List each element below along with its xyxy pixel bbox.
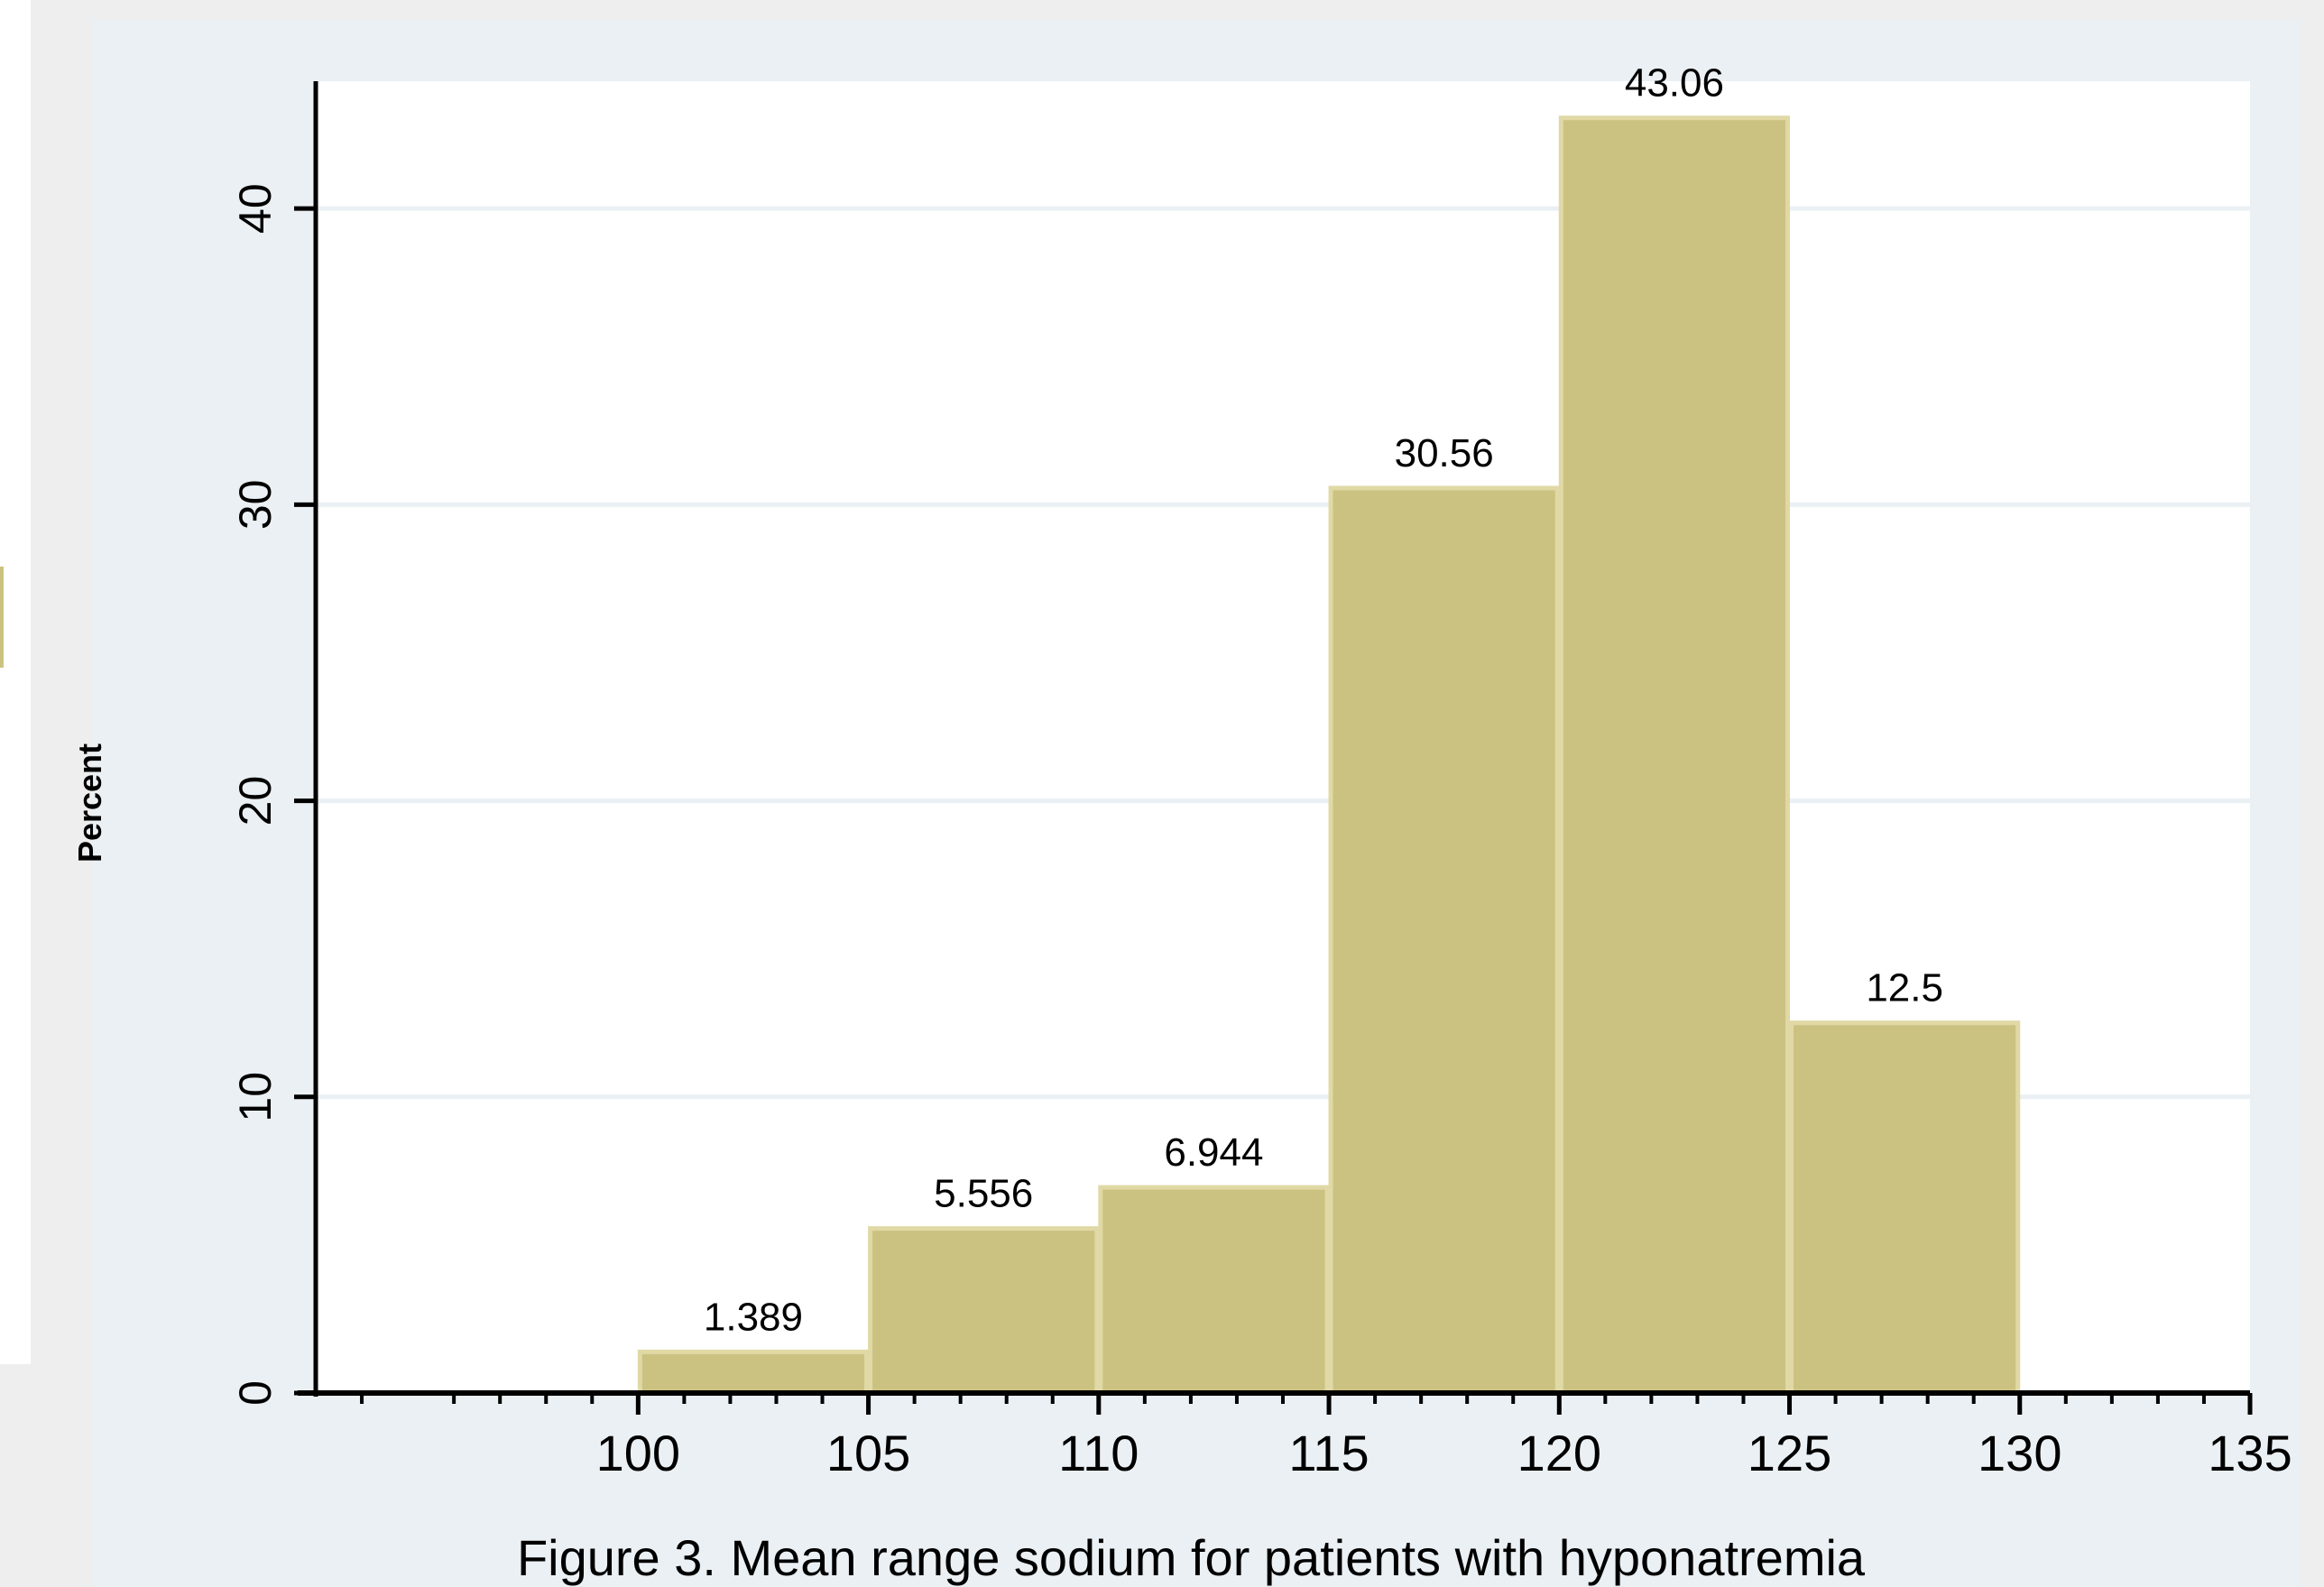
bar-value-label: 12.5 xyxy=(1866,966,1943,1010)
bar-3 xyxy=(1328,485,1560,1396)
bar-value-label: 30.56 xyxy=(1395,431,1494,475)
bar-value-label: 1.389 xyxy=(704,1295,803,1339)
bar-1 xyxy=(868,1226,1100,1396)
figure-caption: Figure 3. Mean range sodium for patients… xyxy=(516,1529,1866,1586)
bar-4 xyxy=(1558,115,1791,1396)
left-page-strip xyxy=(0,0,31,1364)
bar-value-label: 43.06 xyxy=(1625,61,1724,106)
y-axis-title: Percent xyxy=(71,743,108,863)
y-tick-label: 10 xyxy=(230,1072,281,1122)
bar-0 xyxy=(637,1349,870,1396)
left-strip-tab xyxy=(0,567,4,668)
x-tick-label: 130 xyxy=(1978,1425,2061,1481)
bar-value-labels: 1.389 5.556 6.944 30.56 43.06 12.5 xyxy=(704,61,1943,1340)
bar-5 xyxy=(1789,1020,2021,1396)
x-tick-label: 100 xyxy=(596,1425,680,1481)
axes: 0 10 20 30 40 Percent 100 105 110 115 120 125 130 135 xyxy=(71,81,2292,1481)
bar-value-label: 6.944 xyxy=(1164,1130,1263,1175)
x-tick-label: 115 xyxy=(1288,1425,1369,1481)
y-tick-label: 20 xyxy=(230,776,281,826)
bar-2 xyxy=(1098,1185,1330,1396)
bars xyxy=(637,115,2021,1396)
y-tick-label: 30 xyxy=(230,480,281,531)
x-tick-label: 110 xyxy=(1058,1425,1139,1481)
x-tick-label: 135 xyxy=(2208,1425,2292,1481)
x-tick-label: 125 xyxy=(1748,1425,1831,1481)
y-tick-label: 40 xyxy=(230,183,281,234)
gridlines xyxy=(316,206,2250,1100)
x-tick-label: 120 xyxy=(1517,1425,1601,1481)
x-tick-label: 105 xyxy=(826,1425,910,1481)
y-tick-label: 0 xyxy=(230,1380,281,1406)
bar-value-label: 5.556 xyxy=(934,1172,1033,1216)
